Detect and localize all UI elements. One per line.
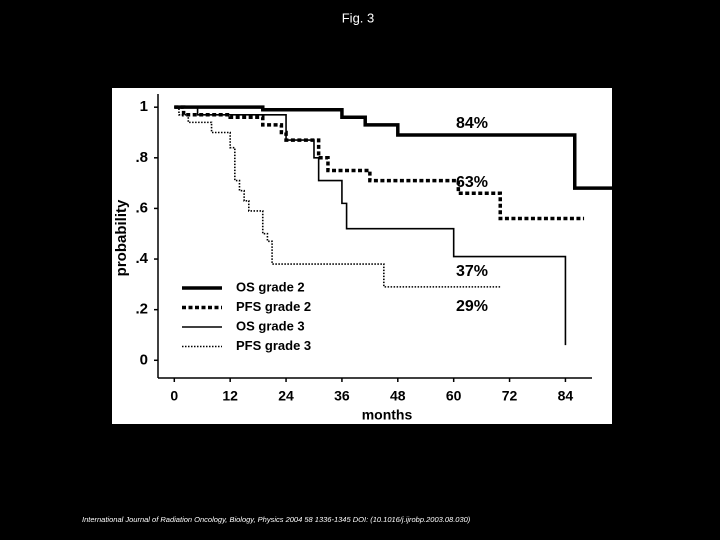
annotation: 29%	[456, 298, 488, 315]
y-tick-label: 0	[140, 351, 148, 368]
y-axis-label: probability	[113, 199, 130, 276]
survival-curve	[174, 105, 612, 190]
x-tick-label: 72	[502, 388, 518, 404]
x-tick-label: 48	[390, 388, 406, 404]
y-tick-label: 1	[140, 98, 148, 115]
y-tick-label: .8	[135, 149, 148, 166]
y-tick-label: .2	[135, 301, 148, 318]
annotation: 37%	[456, 263, 488, 280]
survival-curve	[174, 106, 567, 346]
x-tick-label: 24	[278, 388, 294, 404]
legend-label: OS grade 3	[236, 318, 305, 333]
legend-label: PFS grade 2	[236, 299, 311, 314]
x-tick-label: 0	[170, 388, 178, 404]
legend-label: OS grade 2	[236, 279, 305, 294]
annotation: 63%	[456, 174, 488, 191]
x-axis-label: months	[362, 407, 413, 423]
y-tick-label: .6	[135, 199, 148, 216]
x-tick-label: 12	[222, 388, 238, 404]
survival-curve	[174, 106, 501, 288]
x-tick-label: 84	[558, 388, 574, 404]
x-tick-label: 36	[334, 388, 350, 404]
annotation: 84%	[456, 115, 488, 132]
y-tick-label: .4	[135, 250, 148, 267]
slide-title: Fig. 3	[342, 10, 375, 25]
footer-citation: International Journal of Radiation Oncol…	[82, 515, 471, 524]
x-tick-label: 60	[446, 388, 462, 404]
legend-label: PFS grade 3	[236, 338, 311, 353]
